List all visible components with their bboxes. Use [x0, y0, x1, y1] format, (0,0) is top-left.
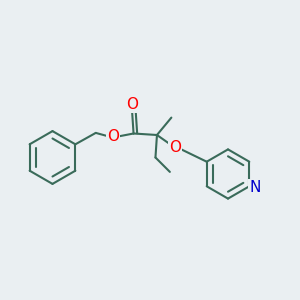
Text: O: O: [126, 97, 138, 112]
Text: O: O: [107, 129, 119, 144]
Text: N: N: [249, 180, 260, 195]
Text: O: O: [169, 140, 181, 155]
